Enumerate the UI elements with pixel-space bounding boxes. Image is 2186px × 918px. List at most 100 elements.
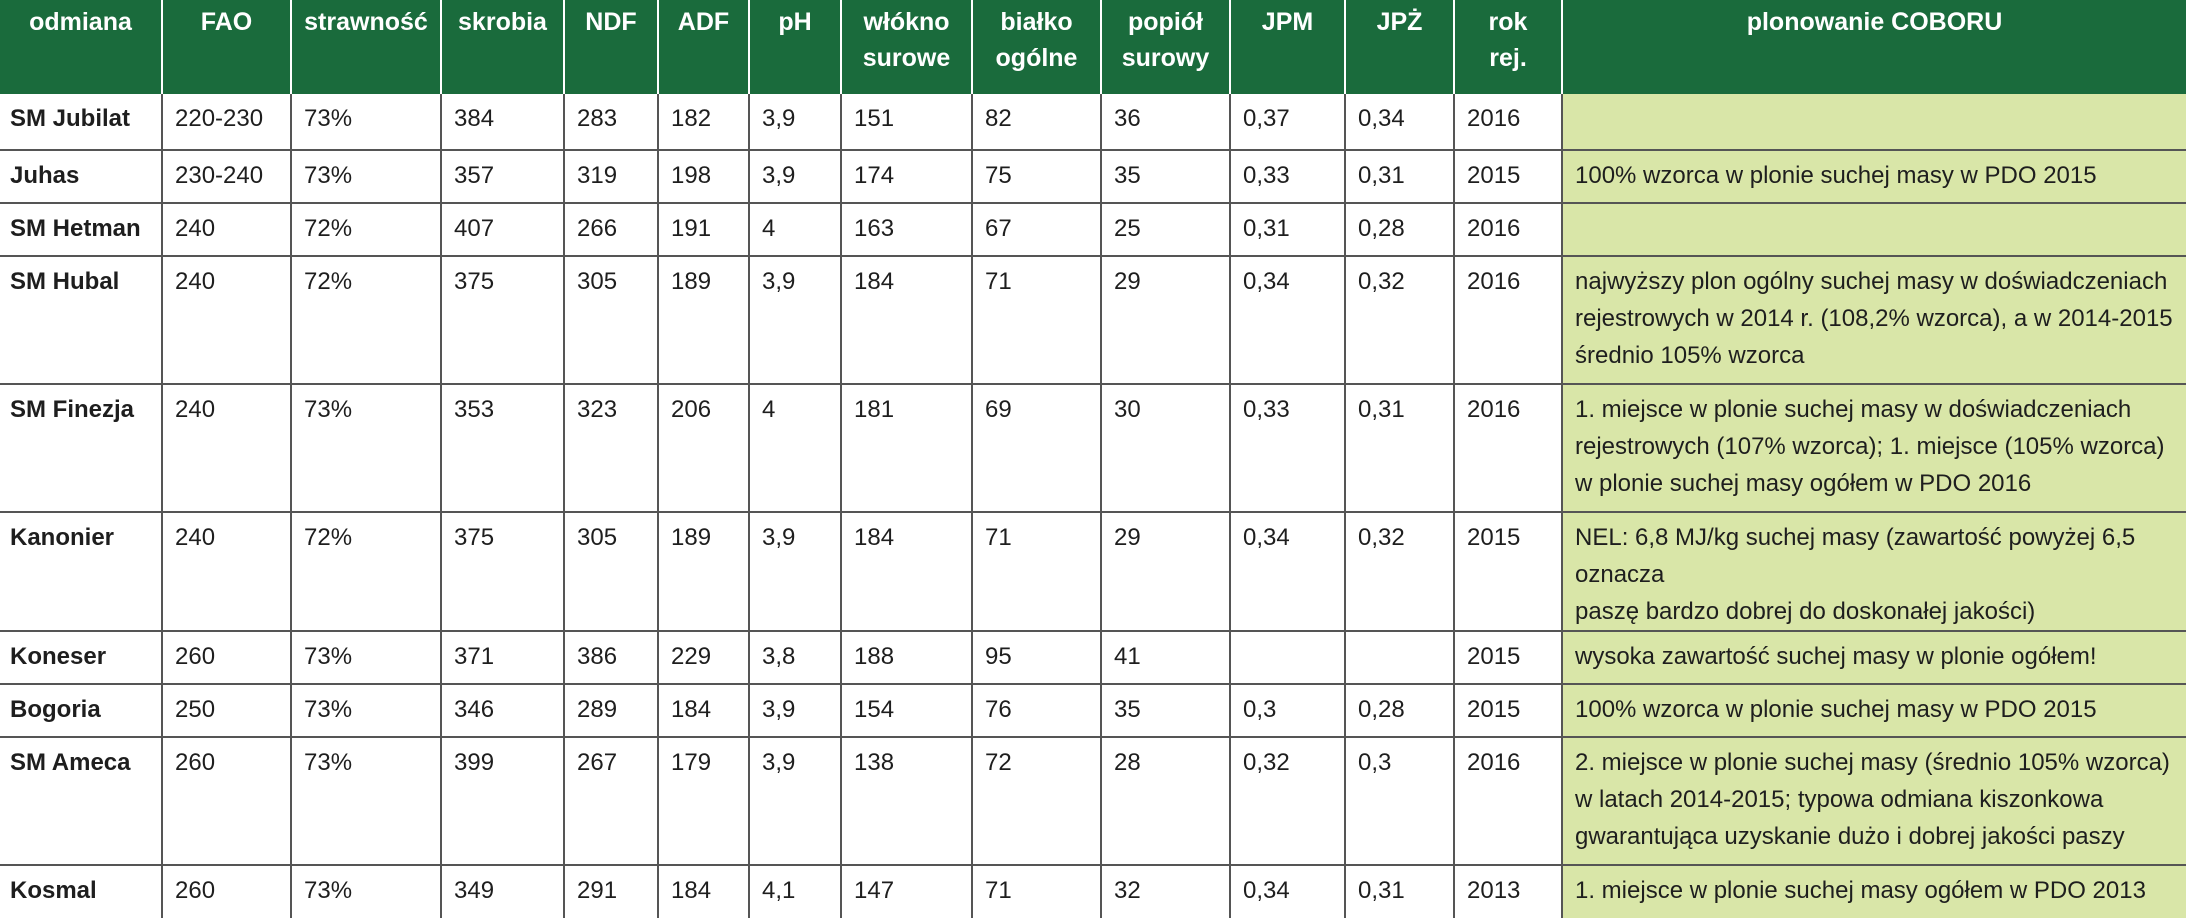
table-cell-wlokno: 154 bbox=[841, 684, 973, 738]
column-header-line: JPŻ bbox=[1376, 8, 1423, 36]
table-cell-strawnosc: 72% bbox=[291, 256, 442, 385]
table-cell-fao: 260 bbox=[162, 631, 292, 685]
note-line: 2. miejsce w plonie suchej masy (średnio… bbox=[1575, 749, 2170, 776]
table-cell-fao: 260 bbox=[162, 737, 292, 866]
table-body: SM Jubilat 220-230 73% 384 283 182 3,9 151 82 36 0… bbox=[0, 94, 2186, 918]
table-row: Kanonier 240 72% 375 305 189 3,9 184 71 29 0,34 0,3… bbox=[0, 512, 2186, 632]
table-header: odmiana FAO strawność skrobia NDF ADF pH włókno… bbox=[0, 0, 2186, 94]
table-cell-adf: 184 bbox=[658, 684, 750, 738]
table-cell-ph: 3,9 bbox=[749, 256, 842, 385]
table-cell-bialko: 95 bbox=[972, 631, 1102, 685]
table-cell-ndf: 323 bbox=[564, 384, 659, 513]
table-cell-adf: 198 bbox=[658, 150, 750, 204]
table-cell-wlokno: 151 bbox=[841, 94, 973, 151]
table-cell-skrobia: 375 bbox=[441, 256, 565, 385]
variety-name-cell: Bogoria bbox=[0, 684, 163, 738]
table-cell-skrobia: 371 bbox=[441, 631, 565, 685]
table-cell-bialko: 75 bbox=[972, 150, 1102, 204]
table-cell-adf: 189 bbox=[658, 256, 750, 385]
table-cell-rok: 2015 bbox=[1454, 512, 1563, 632]
table-cell-skrobia: 346 bbox=[441, 684, 565, 738]
table-cell-fao: 240 bbox=[162, 203, 292, 257]
table-cell-ndf: 319 bbox=[564, 150, 659, 204]
table-cell-popiol: 29 bbox=[1101, 256, 1231, 385]
variety-name-cell: SM Ameca bbox=[0, 737, 163, 866]
column-header-line: skrobia bbox=[458, 8, 547, 36]
table-cell-ph: 3,9 bbox=[749, 684, 842, 738]
table-cell-jpm: 0,37 bbox=[1230, 94, 1346, 151]
note-line: rejestrowych (107% wzorca); 1. miejsce (… bbox=[1575, 433, 2165, 460]
variety-name-cell: Kosmal bbox=[0, 865, 163, 918]
variety-name-cell: SM Hubal bbox=[0, 256, 163, 385]
table-cell-popiol: 35 bbox=[1101, 684, 1231, 738]
table-cell-wlokno: 188 bbox=[841, 631, 973, 685]
column-header-line: ADF bbox=[677, 8, 730, 36]
table-row: SM Jubilat 220-230 73% 384 283 182 3,9 151 82 36 0… bbox=[0, 94, 2186, 151]
column-header-popiol: popiół surowy bbox=[1101, 0, 1231, 94]
note-line: w plonie suchej masy ogółem w PDO 2016 bbox=[1575, 470, 2032, 497]
column-header-adf: ADF bbox=[658, 0, 750, 94]
table-cell-wlokno: 138 bbox=[841, 737, 973, 866]
table-cell-adf: 179 bbox=[658, 737, 750, 866]
column-header-wlokno: włókno surowe bbox=[841, 0, 973, 94]
table-cell-strawnosc: 72% bbox=[291, 203, 442, 257]
variety-name-cell: Juhas bbox=[0, 150, 163, 204]
table-cell-popiol: 29 bbox=[1101, 512, 1231, 632]
table-cell-fao: 230-240 bbox=[162, 150, 292, 204]
variety-name-cell: Koneser bbox=[0, 631, 163, 685]
table-cell-ph: 4 bbox=[749, 203, 842, 257]
table-cell-fao: 240 bbox=[162, 512, 292, 632]
table-cell-wlokno: 174 bbox=[841, 150, 973, 204]
coboru-note-cell: NEL: 6,8 MJ/kg suchej masy (zawartość po… bbox=[1562, 512, 2186, 632]
table-cell-jpz: 0,32 bbox=[1345, 512, 1455, 632]
column-header-line: rok bbox=[1488, 8, 1528, 36]
column-header-strawnosc: strawność bbox=[291, 0, 442, 94]
table-cell-fao: 240 bbox=[162, 384, 292, 513]
table-cell-fao: 220-230 bbox=[162, 94, 292, 151]
table-cell-ph: 3,8 bbox=[749, 631, 842, 685]
table-cell-jpm: 0,33 bbox=[1230, 150, 1346, 204]
note-line: 100% wzorca w plonie suchej masy w PDO 2… bbox=[1575, 162, 2097, 189]
column-header-line: rej. bbox=[1489, 44, 1527, 72]
column-header-line: FAO bbox=[200, 8, 253, 36]
table-cell-ndf: 291 bbox=[564, 865, 659, 918]
table-row: Juhas 230-240 73% 357 319 198 3,9 174 75 35 0,33 0,… bbox=[0, 150, 2186, 204]
table-cell-jpm: 0,31 bbox=[1230, 203, 1346, 257]
table-cell-jpz: 0,28 bbox=[1345, 684, 1455, 738]
table-cell-strawnosc: 73% bbox=[291, 384, 442, 513]
table-cell-adf: 189 bbox=[658, 512, 750, 632]
table-row: SM Ameca 260 73% 399 267 179 3,9 138 72 28 0,32 0,3… bbox=[0, 737, 2186, 866]
column-header-line: JPM bbox=[1261, 8, 1314, 36]
coboru-note-cell: 1. miejsce w plonie suchej masy w doświa… bbox=[1562, 384, 2186, 513]
note-line: paszę bardzo dobrej do doskonałej jakośc… bbox=[1575, 598, 2036, 625]
table-cell-skrobia: 353 bbox=[441, 384, 565, 513]
table-cell-popiol: 28 bbox=[1101, 737, 1231, 866]
note-line: NEL: 6,8 MJ/kg suchej masy (zawartość po… bbox=[1575, 524, 2136, 588]
table-cell-ph: 3,9 bbox=[749, 94, 842, 151]
table-cell-jpz: 0,28 bbox=[1345, 203, 1455, 257]
variety-name-cell: SM Hetman bbox=[0, 203, 163, 257]
table-cell-ph: 3,9 bbox=[749, 150, 842, 204]
table-cell-bialko: 71 bbox=[972, 512, 1102, 632]
note-line: średnio 105% wzorca bbox=[1575, 342, 1805, 369]
table-cell-jpz: 0,31 bbox=[1345, 865, 1455, 918]
column-header-jpz: JPŻ bbox=[1345, 0, 1455, 94]
table-cell-jpz: 0,34 bbox=[1345, 94, 1455, 151]
column-header-jpm: JPM bbox=[1230, 0, 1346, 94]
table-cell-ndf: 289 bbox=[564, 684, 659, 738]
table-row: Bogoria 250 73% 346 289 184 3,9 154 76 35 0,3 0,28 2… bbox=[0, 684, 2186, 738]
table-cell-jpz: 0,31 bbox=[1345, 150, 1455, 204]
table-cell-rok: 2015 bbox=[1454, 684, 1563, 738]
table-cell-jpm bbox=[1230, 631, 1346, 685]
column-header-line: odmiana bbox=[29, 8, 132, 36]
coboru-note-cell: 100% wzorca w plonie suchej masy w PDO 2… bbox=[1562, 684, 2186, 738]
coboru-note-cell: 100% wzorca w plonie suchej masy w PDO 2… bbox=[1562, 150, 2186, 204]
table-cell-fao: 250 bbox=[162, 684, 292, 738]
table-cell-bialko: 76 bbox=[972, 684, 1102, 738]
column-header-line: popiół bbox=[1128, 8, 1203, 36]
table-cell-wlokno: 163 bbox=[841, 203, 973, 257]
coboru-note-cell: najwyższy plon ogólny suchej masy w dośw… bbox=[1562, 256, 2186, 385]
note-line: wysoka zawartość suchej masy w plonie og… bbox=[1575, 643, 2097, 670]
table-cell-ndf: 283 bbox=[564, 94, 659, 151]
note-line: gwarantująca uzyskanie dużo i dobrej jak… bbox=[1575, 823, 2125, 850]
